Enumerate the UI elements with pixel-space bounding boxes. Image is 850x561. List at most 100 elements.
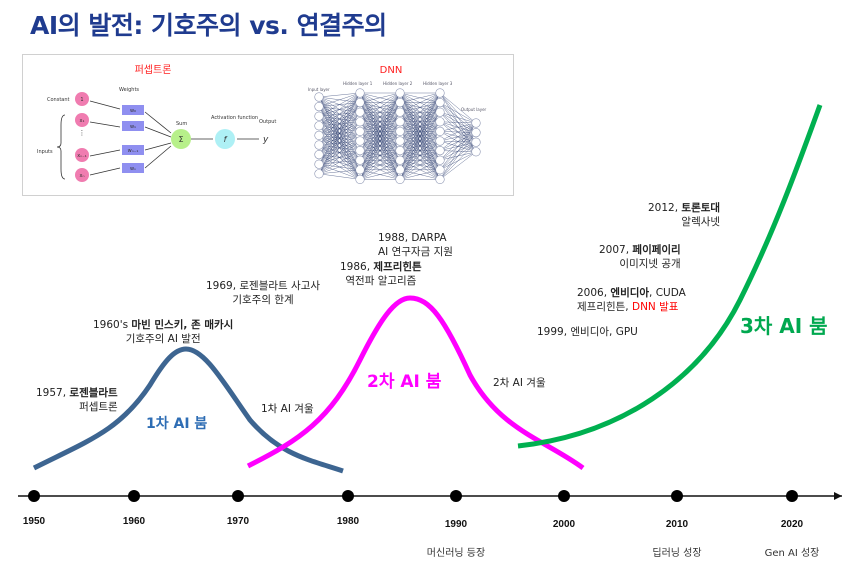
dnn-neuron	[395, 174, 405, 184]
dnn-neuron	[395, 165, 405, 175]
annotation-title: 1988, DARPA	[378, 232, 447, 244]
dnn-neuron	[435, 136, 445, 146]
timeline-dot-1970	[232, 490, 244, 502]
node-one: 1	[80, 97, 83, 103]
dnn-neuron	[355, 145, 365, 156]
annotation-1960s: 1960's 마빈 민스키, 존 매카시 기호주의 AI 발전	[93, 318, 233, 346]
annotation-1957: 1957, 로젠블라트 퍼셉트론	[36, 386, 118, 414]
year: 1960's	[93, 319, 132, 331]
constant-label: Constant	[47, 97, 70, 103]
timeline-dot-2000	[558, 490, 570, 502]
figure-svg: 퍼셉트론 DNN Constant Weights Inputs Sum Act…	[37, 64, 487, 184]
dnn-neuron	[314, 101, 324, 112]
dnn-neuron	[395, 145, 405, 156]
annotation-1999: 1999, 엔비디아, GPU	[537, 326, 638, 338]
year: 2007,	[599, 244, 633, 256]
era-label: Gen AI 성장	[764, 548, 820, 559]
annotation-detail: AI 연구자금 지원	[378, 246, 453, 258]
sum-label: Sum	[176, 121, 187, 127]
year: 2012,	[648, 202, 682, 214]
dnn-neuron	[395, 117, 405, 127]
timeline-dot-1960	[128, 490, 140, 502]
timeline-dot-1950	[28, 490, 40, 502]
dnn-neuron	[314, 149, 324, 160]
timeline-dot-1980	[342, 490, 354, 502]
year: 1957,	[36, 387, 70, 399]
dnn-neuron	[314, 140, 324, 150]
wn1: wₙ₋₁	[128, 148, 139, 154]
node-xn1: xₙ₋₁	[77, 153, 87, 159]
dnn-title: DNN	[380, 65, 403, 76]
highlight: 엔비디아	[610, 287, 650, 299]
dnn-neuron	[355, 165, 365, 175]
ai-boom-3-label: 3차 AI 붐	[740, 314, 828, 338]
ai-winter-1-label: 1차 AI 겨울	[261, 403, 314, 415]
dnn-neuron	[471, 127, 481, 138]
highlight: 로젠블라트	[69, 387, 118, 399]
neural-network-figure: 퍼셉트론 DNN Constant Weights Inputs Sum Act…	[22, 54, 514, 196]
dnn-neuron	[355, 126, 365, 136]
slide-title: AI의 발전: 기호주의 vs. 연결주의	[30, 11, 387, 40]
output-layer-label: Output layer	[461, 107, 487, 112]
dnn-neuron	[435, 97, 445, 108]
dnn-neuron	[395, 155, 405, 165]
dnn-neuron	[355, 136, 365, 146]
year-label-1970: 1970	[226, 516, 250, 527]
dnn-neuron	[395, 107, 405, 117]
w1: w₁	[130, 124, 136, 130]
node-x1: x₁	[80, 118, 85, 124]
boom3-curve	[517, 104, 823, 449]
svg-text:⋮: ⋮	[79, 129, 86, 137]
hidden3-label: Hidden layer 3	[423, 81, 453, 86]
annotation-detail: 기호주의 한계	[232, 294, 294, 306]
annotation-2007: 2007, 페이페이리 이미지넷 공개	[599, 243, 681, 271]
input-nodes	[75, 92, 89, 182]
dnn-neuron	[314, 92, 324, 102]
dnn-neuron	[435, 145, 445, 156]
dnn-neuron	[395, 136, 405, 146]
output-label: Output	[259, 119, 276, 125]
highlight: 토론토대	[681, 202, 721, 214]
annotation-title: 1969, 로젠블라트 사고사	[206, 280, 321, 292]
w0: w₀	[130, 108, 136, 114]
dnn-neuron	[471, 118, 481, 128]
timeline-dot-2010	[671, 490, 683, 502]
dnn-neuron	[314, 159, 324, 169]
dnn-neuron	[395, 97, 405, 108]
hidden2-label: Hidden layer 2	[383, 81, 413, 86]
annotation-detail: 퍼셉트론	[79, 401, 118, 413]
boom2-curve	[246, 295, 585, 471]
weights-label: Weights	[119, 87, 139, 93]
highlight: 마빈 민스키, 존 매카시	[131, 319, 234, 331]
dnn-neuron	[395, 88, 405, 98]
era-label: 딥러닝 성장	[652, 548, 702, 559]
sum-node: Σ	[178, 135, 183, 144]
dnn-neuron	[355, 174, 365, 184]
annotation-detail: 역전파 알고리즘	[345, 275, 417, 287]
inputs-label: Inputs	[37, 149, 53, 155]
highlight: 제프리힌튼	[373, 261, 422, 273]
year-label-1960: 1960	[122, 516, 146, 527]
timeline-arrow-icon	[834, 492, 842, 500]
dnn-neuron	[435, 117, 445, 127]
dnn-neuron	[471, 147, 481, 157]
input-layer-label: Input layer	[308, 87, 330, 92]
annotation-2012: 2012, 토론토대 알렉사넷	[648, 201, 720, 229]
ai-winter-2-label: 2차 AI 겨울	[493, 377, 546, 389]
dnn-neuron	[435, 155, 445, 165]
dnn-neuron	[355, 117, 365, 127]
timeline-dot-2020	[786, 490, 798, 502]
annotation-detail: 이미지넷 공개	[619, 258, 681, 270]
dnn-diagram: Input layer Hidden layer 1 Hidden layer …	[308, 81, 487, 184]
dnn-announcement: DNN 발표	[631, 301, 679, 313]
dnn-neuron	[395, 126, 405, 136]
year-label-2010: 2010	[665, 519, 689, 530]
dnn-neuron	[355, 155, 365, 165]
weight-boxes	[122, 105, 144, 173]
year-label-2020: 2020	[780, 519, 804, 530]
dnn-neuron	[435, 126, 445, 136]
dnn-neuron	[314, 121, 324, 131]
node-xn: xₙ	[80, 173, 85, 179]
